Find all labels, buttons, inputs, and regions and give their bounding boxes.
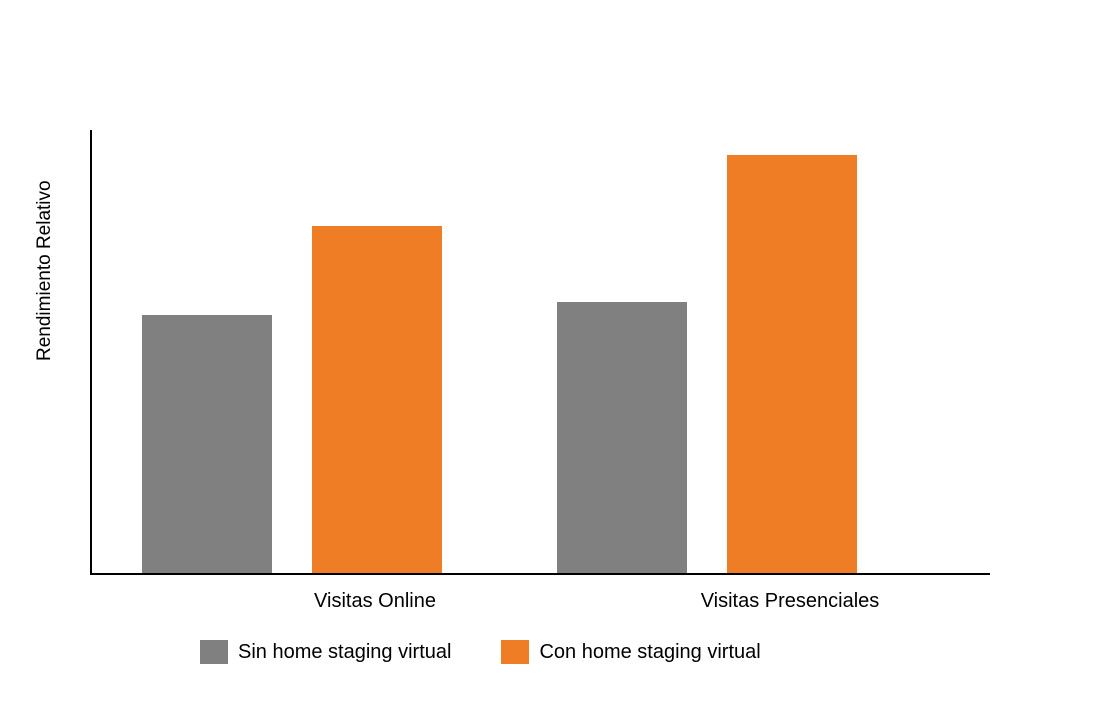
legend-item: Sin home staging virtual [200, 640, 451, 664]
bar [142, 315, 272, 573]
x-axis-label: Visitas Online [255, 590, 495, 613]
plot-area [90, 130, 990, 575]
legend-item: Con home staging virtual [501, 640, 760, 664]
bar [727, 155, 857, 573]
legend-label: Con home staging virtual [539, 641, 760, 664]
bar [557, 302, 687, 573]
chart-container: Visitas OnlineVisitas Presenciales [90, 130, 990, 575]
y-axis-label: Rendimiento Relativo [34, 180, 56, 361]
legend-swatch [200, 640, 228, 664]
legend: Sin home staging virtual Con home staging… [200, 640, 761, 664]
bar [312, 226, 442, 573]
legend-swatch [501, 640, 529, 664]
legend-label: Sin home staging virtual [238, 641, 451, 664]
x-axis-label: Visitas Presenciales [670, 590, 910, 613]
